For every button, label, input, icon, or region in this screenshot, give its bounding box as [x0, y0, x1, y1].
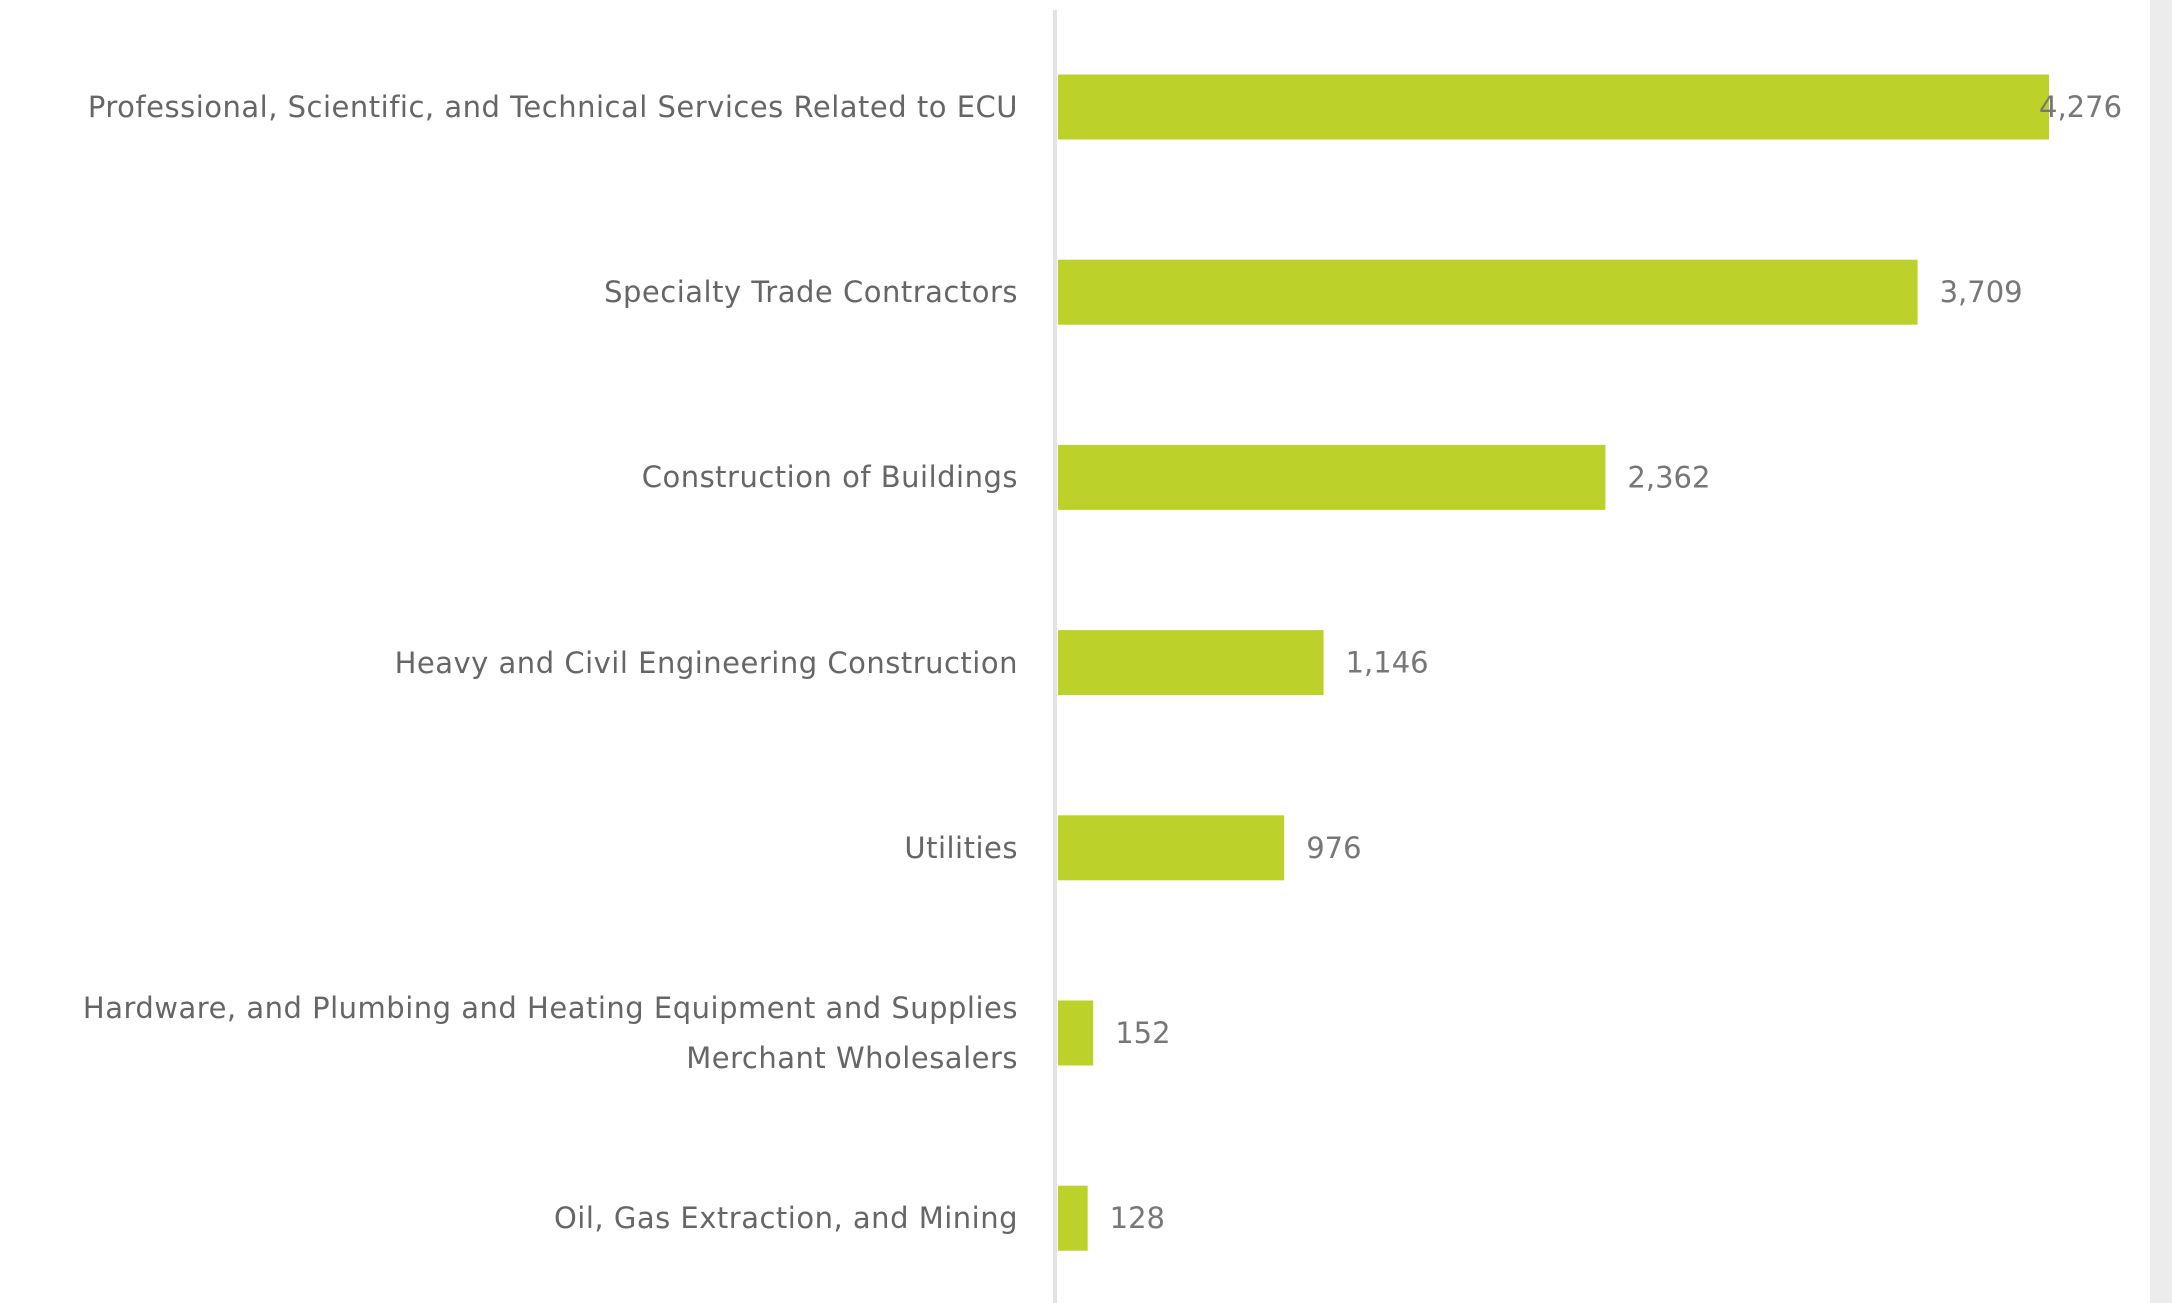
scrollbar: [2150, 0, 2172, 1303]
category-label: Oil, Gas Extraction, and Mining: [553, 1201, 1018, 1236]
value-label: 976: [1306, 831, 1361, 865]
value-label: 2,362: [1627, 460, 1710, 494]
bar: [1058, 1000, 1094, 1066]
value-label: 128: [1110, 1201, 1165, 1235]
bar: [1058, 259, 1918, 325]
bar: [1058, 74, 2049, 140]
category-label: Utilities: [904, 830, 1018, 865]
bar: [1058, 444, 1606, 510]
category-label: Hardware, and Plumbing and Heating Equip…: [82, 991, 1018, 1075]
category-label: Construction of Buildings: [641, 460, 1018, 495]
category-label: Professional, Scientific, and Technical …: [87, 90, 1018, 124]
value-label: 1,146: [1346, 646, 1429, 680]
category-label: Specialty Trade Contractors: [604, 275, 1018, 310]
value-label: 152: [1115, 1016, 1170, 1050]
category-label: Heavy and Civil Engineering Construction: [394, 645, 1018, 680]
bar: [1058, 1185, 1088, 1251]
value-label: 4,276: [2039, 90, 2122, 124]
value-label: 3,709: [1940, 275, 2023, 309]
bar: [1058, 630, 1324, 696]
bar: [1058, 815, 1285, 881]
